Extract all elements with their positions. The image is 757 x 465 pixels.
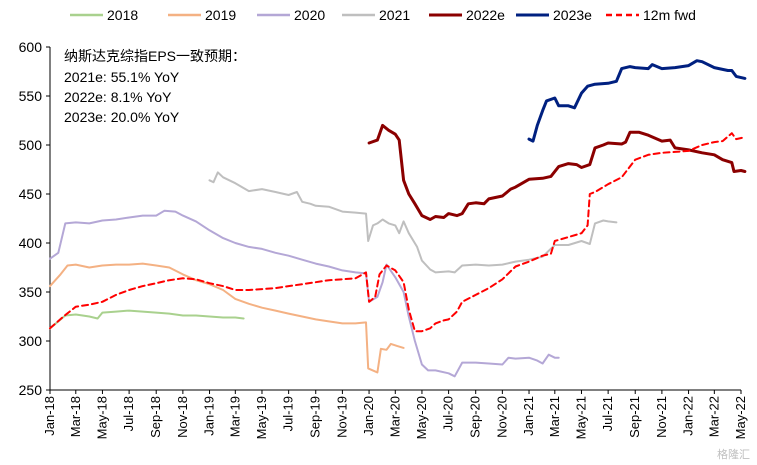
x-tick-label: Sep-18 (148, 396, 163, 438)
x-tick-label: Jul-18 (121, 396, 136, 431)
x-tick-label: Jan-20 (361, 396, 376, 436)
y-tick-label: 400 (19, 235, 43, 251)
x-tick-label: May-19 (254, 396, 269, 439)
annotation-line-3: 2022e: 8.1% YoY (64, 89, 172, 105)
series-line-2023e (527, 59, 747, 143)
x-tick-label: May-21 (573, 396, 588, 439)
x-tick-label: May-22 (733, 396, 748, 439)
series-layer (49, 59, 747, 378)
annotation-line-1: 纳斯达克综指EPS一致预期： (64, 48, 246, 64)
x-tick-label: Sep-19 (308, 396, 323, 438)
y-tick-label: 600 (19, 39, 43, 55)
annotation-line-4: 2023e: 20.0% YoY (64, 109, 180, 125)
x-tick-label: Jan-22 (681, 396, 696, 436)
y-tick-label: 350 (19, 284, 43, 300)
x-tick-label: May-20 (414, 396, 429, 439)
legend-label-2019: 2019 (205, 7, 236, 23)
x-tick-label: Sep-21 (627, 396, 642, 438)
chart-legend: 2018 2019 2020 2021 2022e 2023e 12m fwd (70, 7, 696, 23)
x-tick-label: Nov-21 (654, 396, 669, 438)
legend-label-2020: 2020 (294, 7, 325, 23)
x-tick-label: May-18 (94, 396, 109, 439)
legend-label-12m-fwd: 12m fwd (643, 7, 696, 23)
x-tick-label: Jan-19 (202, 396, 217, 436)
watermark: 格隆汇 (717, 447, 750, 461)
y-tick-label: 250 (19, 382, 43, 398)
legend-label-2022e: 2022e (466, 7, 505, 23)
legend-label-2023e: 2023e (553, 7, 592, 23)
x-axis: Jan-18 Mar-18 May-18 Jul-18 Sep-18 Nov-18 Jan-… (42, 389, 748, 439)
x-tick-label: Jan-18 (42, 396, 57, 436)
series-line-2022e (367, 123, 747, 221)
x-tick-label: Mar-20 (387, 396, 402, 437)
x-tick-label: Mar-19 (227, 396, 242, 437)
x-tick-label: Jul-19 (281, 396, 296, 431)
y-tick-label: 550 (19, 88, 43, 104)
x-tick-label: Mar-22 (706, 396, 721, 437)
series-line-2020 (49, 209, 560, 378)
series-line-2019 (49, 262, 405, 374)
eps-annotation: 纳斯达克综指EPS一致预期： 2021e: 55.1% YoY 2022e: 8… (64, 48, 246, 125)
x-tick-label: Mar-21 (547, 396, 562, 437)
x-tick-label: Jan-21 (521, 396, 536, 436)
legend-label-2021: 2021 (379, 7, 410, 23)
y-tick-label: 500 (19, 137, 43, 153)
x-tick-label: Jul-21 (600, 396, 615, 431)
x-tick-label: Jul-20 (441, 396, 456, 431)
x-tick-label: Nov-18 (175, 396, 190, 438)
y-tick-label: 450 (19, 186, 43, 202)
annotation-line-2: 2021e: 55.1% YoY (64, 69, 180, 85)
series-line-12m-fwd (49, 132, 746, 333)
x-tick-label: Mar-18 (68, 396, 83, 437)
series-line-2021 (208, 171, 618, 274)
series-line-2018 (49, 309, 245, 330)
y-axis: 250 300 350 400 450 500 550 600 (19, 39, 51, 398)
y-tick-label: 300 (19, 333, 43, 349)
legend-label-2018: 2018 (107, 7, 138, 23)
x-tick-label: Nov-19 (334, 396, 349, 438)
x-tick-label: Sep-20 (468, 396, 483, 438)
x-tick-label: Nov-20 (494, 396, 509, 438)
